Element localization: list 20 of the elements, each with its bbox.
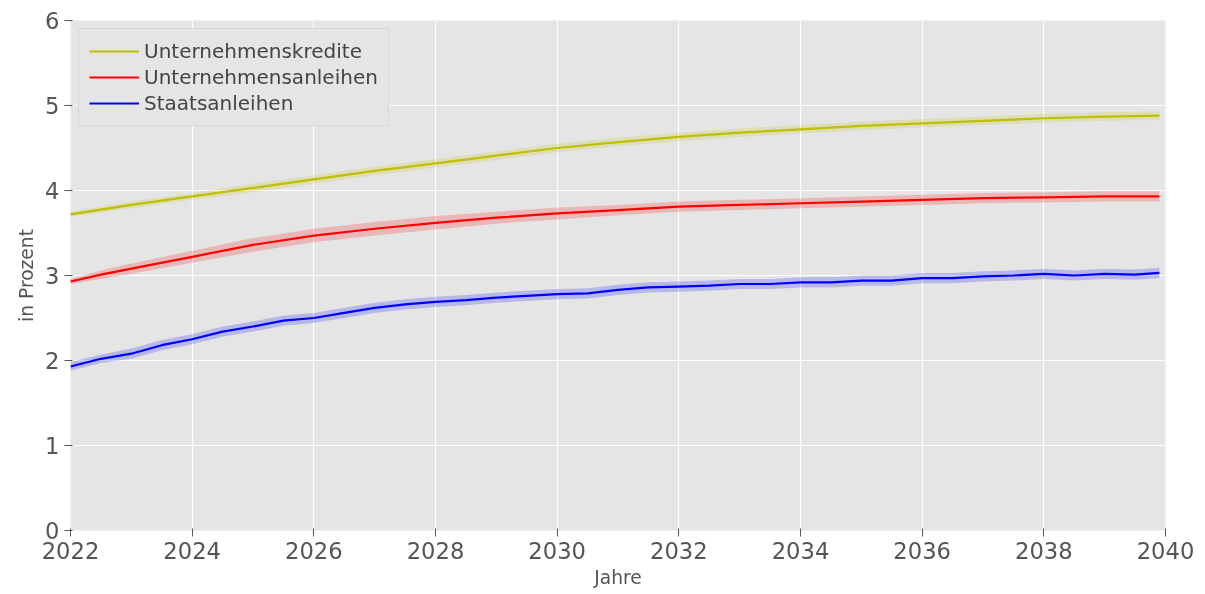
x-tick-label: 2032 bbox=[650, 537, 708, 564]
x-tick-label: 2030 bbox=[528, 537, 587, 564]
x-tick-label: 2026 bbox=[285, 537, 343, 564]
y-tick-label: 1 bbox=[45, 433, 60, 459]
x-tick-label: 2034 bbox=[771, 537, 830, 564]
y-axis-title: in Prozent bbox=[16, 229, 38, 322]
y-tick-label: 5 bbox=[45, 93, 60, 119]
x-tick-label: 2024 bbox=[163, 537, 222, 564]
y-tick-label: 6 bbox=[45, 8, 60, 34]
y-tick-label: 2 bbox=[45, 348, 60, 374]
y-tick-label: 4 bbox=[45, 178, 60, 204]
x-tick-label: 2038 bbox=[1015, 537, 1073, 564]
x-tick-label: 2040 bbox=[1136, 537, 1195, 564]
legend-label: Staatsanleihen bbox=[144, 91, 294, 115]
legend-label: Unternehmenskredite bbox=[144, 39, 362, 63]
x-tick-label: 2028 bbox=[406, 537, 465, 564]
y-tick-label: 3 bbox=[45, 263, 60, 289]
x-tick-label: 2036 bbox=[893, 537, 952, 564]
legend-label: Unternehmensanleihen bbox=[144, 65, 378, 89]
x-axis-title: Jahre bbox=[593, 566, 642, 588]
